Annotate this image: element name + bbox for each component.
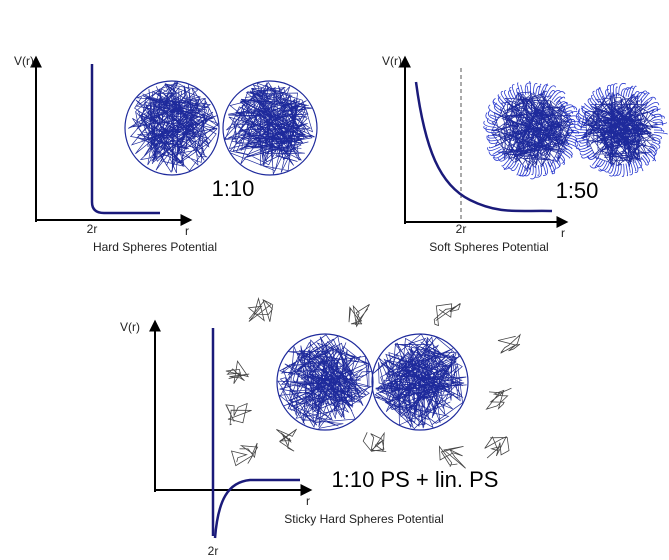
linear-polymer-coil	[497, 333, 521, 354]
sphere-outline	[371, 333, 469, 431]
sphere-outline	[124, 80, 220, 176]
linear-polymer-coil	[438, 445, 466, 469]
caption: Hard Spheres Potential	[93, 240, 217, 254]
sticky-spheres-panel: V(r) r 2r 1:10 PS + lin. PS Sticky Hard …	[120, 319, 499, 558]
linear-polymer-coil	[247, 296, 274, 322]
polymer-sphere	[372, 333, 467, 430]
y-label: V(r)	[382, 54, 402, 68]
coils	[124, 80, 668, 469]
linear-polymer-coil	[484, 435, 510, 459]
y-label: V(r)	[14, 54, 34, 68]
linear-polymer-coil	[362, 431, 387, 452]
linear-polymer-coil	[276, 428, 297, 452]
linear-polymer-coil	[348, 304, 370, 328]
polymer-sphere	[223, 81, 315, 176]
x-label: r	[561, 226, 565, 240]
sphere-outline	[222, 80, 318, 176]
polymer-sphere	[277, 334, 373, 429]
linear-polymer-coil	[230, 442, 259, 467]
polymer-sphere	[491, 89, 575, 173]
hard-spheres-panel: V(r) r 2r 1:10 Hard Spheres Potential	[14, 54, 254, 254]
contact-label: 2r	[87, 222, 98, 236]
linear-polymer-coil	[485, 387, 512, 410]
linear-polymer-coil	[225, 360, 250, 384]
sphere-hairs	[572, 83, 668, 177]
linear-polymer-coil	[225, 402, 252, 426]
potential-curve	[90, 64, 160, 215]
sphere-hairs	[483, 81, 582, 180]
ratio: 1:10	[212, 176, 255, 201]
caption: Sticky Hard Spheres Potential	[284, 512, 443, 526]
linear-polymer-coil	[433, 303, 462, 327]
potential-curve	[414, 81, 553, 213]
y-label: V(r)	[120, 320, 140, 334]
polymer-sphere	[580, 92, 659, 168]
contact-label: 2r	[456, 222, 467, 236]
potential-curve	[213, 478, 300, 539]
contact-label: 2r	[208, 544, 219, 558]
polymer-sphere	[128, 81, 220, 174]
ratio: 1:10 PS + lin. PS	[332, 467, 499, 492]
x-label: r	[306, 494, 310, 508]
soft-spheres-panel: V(r) r 2r 1:50 Soft Spheres Potential	[382, 54, 598, 254]
sphere-outline	[276, 333, 374, 431]
ratio: 1:50	[556, 178, 599, 203]
x-label: r	[185, 224, 189, 238]
caption: Soft Spheres Potential	[429, 240, 548, 254]
